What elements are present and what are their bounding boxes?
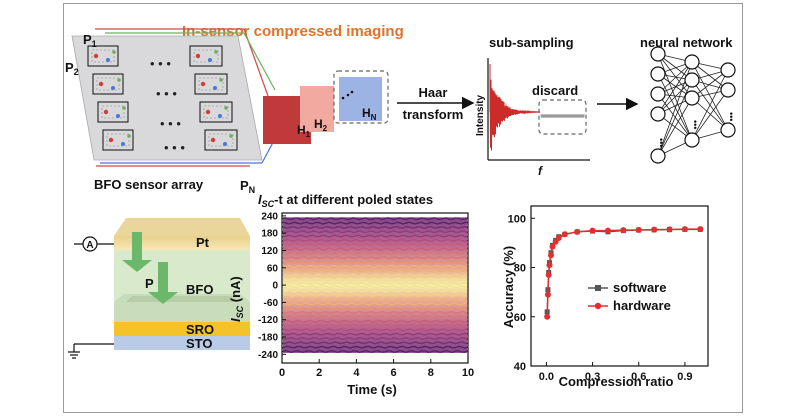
accuracy-point-hardware [697,226,703,232]
spectrum-plot [488,58,590,160]
isc-xtick-label: 8 [428,367,434,379]
isc-ytick-label: 240 [261,211,278,222]
isc-chart-title: ISC-t at different poled states [258,192,433,209]
isc-xtick-label: 4 [353,367,360,379]
accuracy-xtick-label: 0.9 [677,371,692,383]
accuracy-point-hardware [546,262,552,268]
svg-text:• • •: • • • [156,86,177,101]
accuracy-point-hardware [574,229,580,235]
svg-text:transform: transform [403,107,464,122]
accuracy-point-hardware [556,235,562,241]
accuracy-point-hardware [544,314,550,320]
accuracy-point-hardware [682,226,688,232]
accuracy-point-hardware [620,227,626,233]
accuracy-point-hardware [548,252,554,258]
nn-ellipsis-2: ••• [690,120,700,129]
isc-ytick-label: 180 [261,229,278,240]
accuracy-point-hardware [545,292,551,298]
accuracy-plot: 40 60 80 100 0.0 0.3 0.6 0.9 [508,206,708,383]
sensor-array: • • • • • • • • • • • • [72,29,285,166]
isc-xtick-label: 0 [279,367,285,379]
isc-ytick-label: -120 [258,315,278,326]
spectrum-ylabel: Intensity [475,94,486,136]
accuracy-ytick-label: 40 [514,361,526,373]
svg-text:• • •: • • • [164,140,185,155]
accuracy-legend: software hardware [588,280,671,313]
isc-xtick-label: 10 [462,367,474,379]
pn-label: PN [240,178,255,195]
layer-sro: SRO [186,322,214,337]
accuracy-point-hardware [667,226,673,232]
svg-text:Haar: Haar [419,85,448,100]
sensor-array-label: BFO sensor array [94,177,204,192]
accuracy-point-hardware [546,272,552,278]
isc-xtick-label: 6 [391,367,397,379]
accuracy-point-hardware [562,231,568,237]
isc-ytick-label: 0 [272,281,278,292]
legend-hardware: hardware [613,298,671,313]
layer-pt: Pt [196,235,210,250]
isc-xtick-label: 2 [316,367,322,379]
accuracy-point-hardware [605,228,611,234]
p1-label: P1 [83,32,97,49]
polarization-label: P [145,276,154,291]
isc-plot: 240180120600-60-120-180-2400 2 4 6 8 10 [258,211,474,379]
svg-text:• • •: • • • [150,56,171,71]
spectrum-xlabel: f [538,164,543,178]
discard-label: discard [532,83,578,98]
accuracy-point-hardware [590,228,596,234]
isc-ytick-label: -240 [258,350,278,361]
nn-ellipsis-3: ••• [726,112,736,121]
svg-text:• • •: • • • [160,116,181,131]
nn-ellipsis-1: ••• [656,138,666,147]
haar-transform-arrow: Haar transform [397,85,473,122]
isc-ytick-label: 60 [267,263,279,274]
accuracy-point-hardware [651,227,657,233]
isc-ytick-label: 120 [261,246,278,257]
layer-bfo: BFO [186,282,213,297]
accuracy-point-hardware [636,227,642,233]
accuracy-xtick-label: 0.0 [539,371,554,383]
subsampling-title: sub-sampling [489,35,574,50]
isc-ytick-label: -60 [264,298,279,309]
layer-sto: STO [186,336,213,351]
accuracy-xlabel: Compression ratio [559,374,674,389]
legend-software: software [613,280,666,295]
device-stack [68,218,250,358]
isc-xlabel: Time (s) [347,382,397,397]
ammeter-label: A [86,240,93,251]
accuracy-ylabel: Accuracy (%) [501,246,516,328]
isc-ytick-label: -180 [258,333,278,344]
accuracy-ytick-label: 100 [508,213,526,225]
